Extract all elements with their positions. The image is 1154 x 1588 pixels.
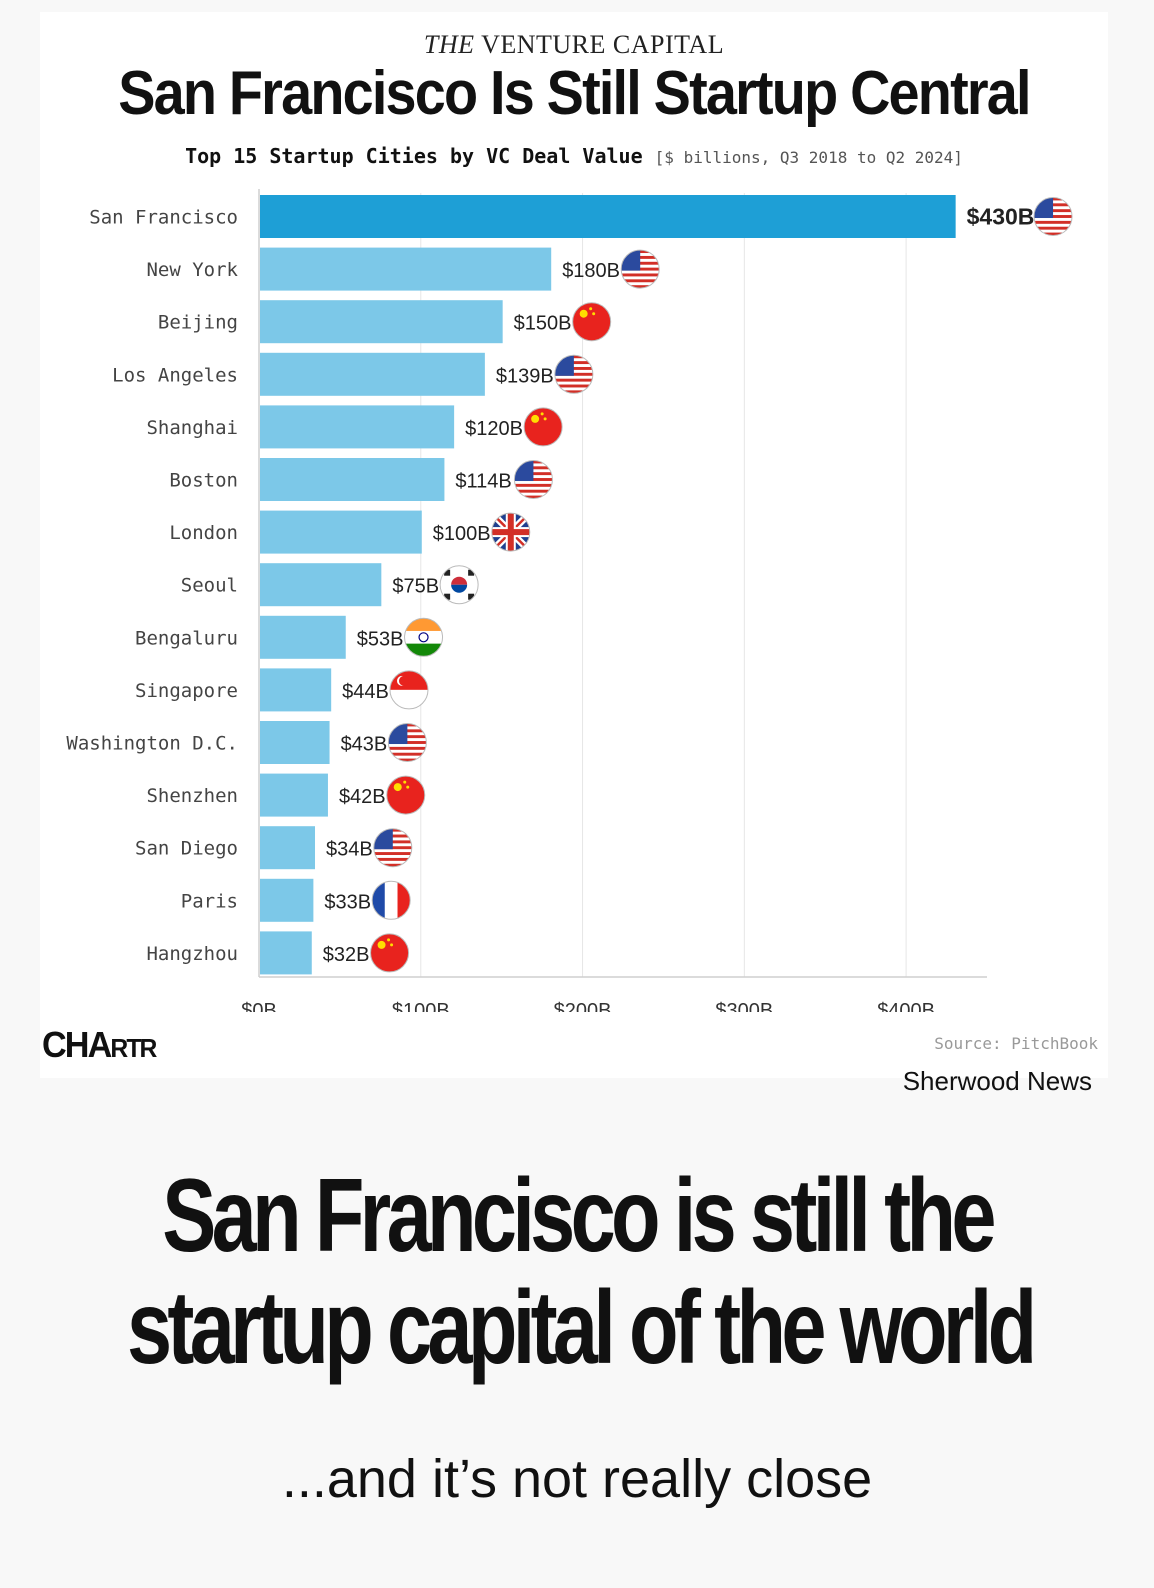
category-label: Seoul xyxy=(181,575,238,597)
value-label: $53B xyxy=(357,628,404,650)
category-label: London xyxy=(169,522,238,544)
category-label: Boston xyxy=(169,470,238,492)
cn-flag xyxy=(370,933,410,973)
subtitle-range: [$ billions, Q3 2018 to Q2 2024] xyxy=(654,148,963,167)
kicker-italic: THE xyxy=(423,30,475,59)
value-label: $114B xyxy=(455,471,511,493)
caption-line-2: startup capital of the world xyxy=(126,1270,1037,1386)
us-flag xyxy=(620,249,660,289)
category-label: Bengaluru xyxy=(135,627,238,649)
fr-flag xyxy=(371,880,411,920)
bar xyxy=(260,931,312,975)
category-label: San Diego xyxy=(135,838,238,860)
x-tick-label: $400B xyxy=(877,1000,935,1012)
bar xyxy=(260,773,328,817)
us-flag xyxy=(387,723,427,762)
bar xyxy=(260,300,503,344)
x-tick-label: $0B xyxy=(241,1000,277,1012)
category-label: Shanghai xyxy=(146,417,238,439)
bar xyxy=(260,195,956,238)
bar xyxy=(260,615,346,659)
caption-line-1: San Francisco is still the xyxy=(162,1158,996,1274)
cn-flag xyxy=(386,775,426,815)
category-label: New York xyxy=(146,259,238,281)
value-label: $100B xyxy=(433,523,491,545)
bar xyxy=(260,247,552,291)
value-label: $75B xyxy=(392,576,439,598)
caption-tagline: ...and it’s not really close xyxy=(281,1449,873,1509)
bar-chart: $0B $100B $200B $300B $400B San Francisco $430… xyxy=(66,189,1073,1012)
category-label: Los Angeles xyxy=(112,364,238,386)
chart-subtitle: Top 15 Startup Cities by VC Deal Value [… xyxy=(40,144,1108,168)
kr-flag xyxy=(439,565,479,605)
value-label: $150B xyxy=(514,313,572,335)
x-tick-label: $100B xyxy=(392,1000,450,1012)
value-label: $120B xyxy=(465,418,523,440)
chart-headline: San Francisco Is Still Startup Central xyxy=(118,59,1031,128)
us-flag xyxy=(513,460,553,499)
subtitle-main: Top 15 Startup Cities by VC Deal Value xyxy=(185,144,643,168)
bar xyxy=(260,405,455,449)
category-label: Hangzhou xyxy=(146,943,238,965)
x-tick-label: $200B xyxy=(554,1000,612,1012)
cn-flag xyxy=(523,407,563,447)
source-note: Source: PitchBook xyxy=(934,1034,1098,1053)
us-flag xyxy=(1033,197,1073,236)
bar xyxy=(260,826,316,870)
caption-headline: San Francisco is still the startup capit… xyxy=(0,1160,1154,1384)
chart-card: THE VENTURE CAPITAL San Francisco Is Sti… xyxy=(40,12,1108,1078)
logo-big: CHA xyxy=(42,1024,112,1065)
publisher-name: Sherwood News xyxy=(902,1066,1092,1096)
x-tick-label: $300B xyxy=(715,1000,773,1012)
logo-small: RTR xyxy=(110,1033,157,1063)
category-label: Shenzhen xyxy=(146,785,238,807)
category-label: Paris xyxy=(181,890,238,912)
chartr-logo: CHARTR xyxy=(42,1024,157,1066)
value-label: $430B xyxy=(967,204,1035,230)
value-label: $42B xyxy=(339,786,386,808)
value-label: $44B xyxy=(342,681,389,703)
value-label: $32B xyxy=(323,944,370,966)
bar xyxy=(260,458,445,501)
sg-flag xyxy=(389,670,429,710)
bar xyxy=(260,352,485,396)
kicker-rest: VENTURE CAPITAL xyxy=(481,30,725,59)
cn-flag xyxy=(572,302,612,342)
category-label: Beijing xyxy=(158,312,238,334)
bar xyxy=(260,668,332,712)
value-label: $43B xyxy=(341,734,388,756)
bar xyxy=(260,878,314,922)
uk-flag xyxy=(491,512,531,552)
category-label: Washington D.C. xyxy=(66,733,238,755)
value-label: $180B xyxy=(562,260,620,282)
category-label: Singapore xyxy=(135,680,238,702)
bar xyxy=(260,563,382,607)
bar xyxy=(260,721,330,764)
category-label: San Francisco xyxy=(89,207,238,229)
bar xyxy=(260,510,422,554)
value-label: $33B xyxy=(324,891,371,913)
value-label: $34B xyxy=(326,839,373,861)
us-flag xyxy=(373,828,413,868)
value-label: $139B xyxy=(496,365,554,387)
in-flag xyxy=(404,617,444,657)
us-flag xyxy=(554,354,594,394)
kicker: THE VENTURE CAPITAL xyxy=(40,30,1108,60)
